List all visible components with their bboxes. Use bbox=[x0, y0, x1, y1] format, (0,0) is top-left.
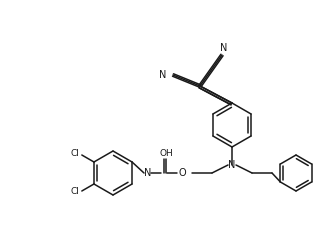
Text: N: N bbox=[159, 70, 166, 80]
Text: OH: OH bbox=[159, 150, 173, 159]
Text: O: O bbox=[178, 168, 186, 178]
Text: N: N bbox=[228, 160, 236, 170]
Text: Cl: Cl bbox=[70, 187, 79, 196]
Text: Cl: Cl bbox=[70, 150, 79, 159]
Text: N: N bbox=[220, 43, 228, 53]
Text: N: N bbox=[144, 168, 152, 178]
